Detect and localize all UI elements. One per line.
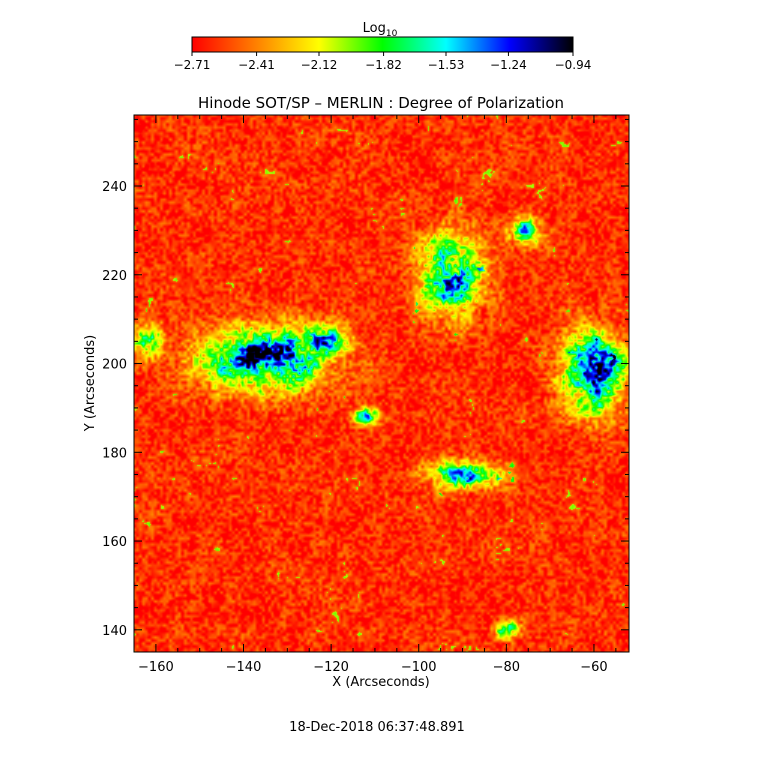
plot-frame	[133, 114, 630, 653]
colorbar-tick-label: −1.53	[428, 58, 465, 72]
y-tick-label: 240	[102, 180, 127, 195]
y-tick-label: 140	[102, 624, 127, 639]
colorbar-gradient	[191, 36, 574, 53]
x-axis-label: X (Arcseconds)	[332, 675, 429, 690]
y-tick-label: 180	[102, 446, 127, 461]
heatmap-image	[134, 115, 629, 652]
y-tick-label: 220	[102, 269, 127, 284]
y-axis: 140 160 180 200 220 240	[102, 118, 629, 653]
x-axis: −160 −140 −120 −100 −80 −60	[133, 115, 617, 675]
chart-title: Hinode SOT/SP – MERLIN : Degree of Polar…	[198, 94, 564, 112]
colorbar-label-base: Log	[363, 21, 386, 36]
x-tick-label: −60	[580, 660, 607, 675]
x-tick-label: −160	[138, 660, 174, 675]
plot-area: −160 −140 −120 −100 −80 −60 140 160 180 200 220 24…	[102, 114, 630, 675]
x-tick-label: −80	[493, 660, 520, 675]
y-axis-label: Y (Arcseconds)	[83, 335, 98, 432]
colorbar-tick-label: −2.41	[238, 58, 275, 72]
colorbar-label-subscript: 10	[386, 29, 398, 39]
colorbar-tick-label: −0.94	[555, 58, 592, 72]
colorbar-tick-label: −2.71	[174, 58, 211, 72]
colorbar-label: Log10	[363, 21, 398, 39]
colorbar-tick-label: −1.82	[365, 58, 402, 72]
colorbar-ticks: −2.71 −2.41 −2.12 −1.82 −1.53 −1.24 −0.94	[174, 52, 592, 72]
y-tick-label: 160	[102, 535, 127, 550]
y-tick-label: 200	[102, 358, 127, 373]
x-tick-label: −140	[226, 660, 262, 675]
colorbar-tick-label: −1.24	[490, 58, 527, 72]
x-tick-label: −100	[401, 660, 437, 675]
colorbar-tick-label: −2.12	[301, 58, 338, 72]
colorbar: Log10 −2.71 −2.41 −2.12 −1.82 −1.53 −1.24 −0.9…	[174, 21, 592, 72]
x-tick-label: −120	[313, 660, 349, 675]
timestamp: 18-Dec-2018 06:37:48.891	[289, 720, 465, 735]
